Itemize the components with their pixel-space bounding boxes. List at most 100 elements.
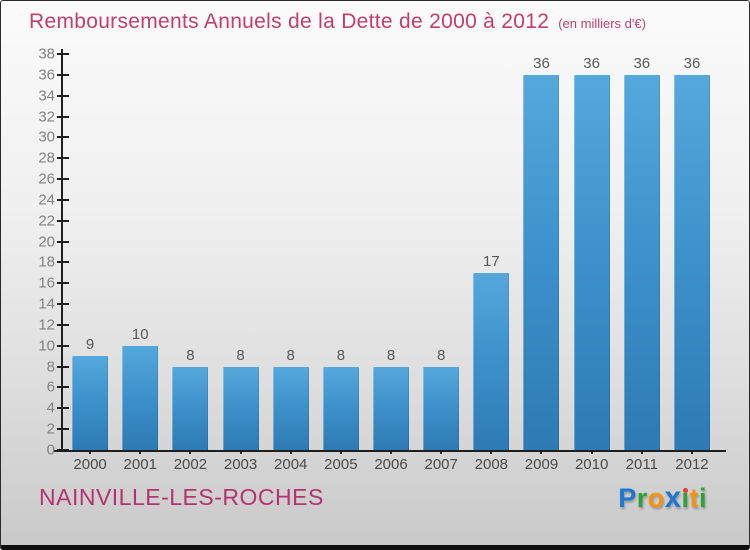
bar	[172, 366, 209, 450]
logo-letter-dot	[682, 488, 688, 493]
y-tick-label: 10	[38, 337, 55, 355]
bar	[322, 366, 359, 450]
bar-slot: 17 2008	[466, 54, 516, 472]
x-tick-label: 2009	[524, 456, 559, 473]
logo-letter: r	[636, 483, 648, 513]
bar-value-label: 8	[186, 346, 195, 364]
bar-value-label: 36	[633, 54, 651, 72]
bar-value-label: 36	[533, 54, 550, 72]
y-tick	[57, 219, 69, 222]
bars-container: 9 2000 10 2001 8 2002 8 2003 8 2004 8 2005 8 2006 8 200…	[65, 54, 717, 472]
x-tick-label: 2005	[324, 456, 358, 473]
y-tick-label: 22	[38, 212, 55, 230]
bar-value-label: 8	[437, 346, 446, 364]
x-tick-label: 2003	[223, 456, 258, 473]
bar-slot: 36 2010	[567, 54, 617, 472]
y-tick-label: 14	[38, 295, 55, 313]
x-tick	[89, 450, 92, 454]
logo-letter: x	[664, 482, 682, 514]
y-tick	[57, 136, 69, 139]
footer: NAINVILLE-LES-ROCHES Proxı ti	[39, 482, 707, 514]
bar-value-label: 8	[386, 346, 396, 364]
bar-slot: 8 2007	[416, 54, 466, 472]
bar	[523, 74, 560, 450]
bar-value-label: 36	[683, 54, 701, 72]
y-tick	[57, 115, 69, 118]
y-tick	[57, 94, 69, 97]
y-tick-label: 18	[38, 253, 55, 271]
bar	[673, 74, 710, 450]
x-tick-label: 2004	[274, 456, 308, 473]
x-tick-label: 2008	[474, 456, 509, 473]
x-tick	[690, 450, 693, 454]
chart-subtitle: (en milliers d'€)	[558, 16, 646, 31]
y-tick	[57, 428, 69, 431]
bar-value-label: 17	[482, 252, 500, 270]
y-tick	[57, 157, 69, 160]
x-tick	[490, 450, 493, 454]
bar-value-label: 8	[286, 346, 295, 364]
bar	[423, 366, 460, 450]
x-tick	[339, 450, 342, 454]
y-tick-label: 24	[38, 191, 55, 209]
bar-slot: 8 2002	[165, 54, 215, 472]
logo-letter: ı	[681, 483, 690, 513]
bar	[272, 366, 309, 450]
x-tick-label: 2010	[574, 456, 609, 473]
x-axis-line	[54, 450, 726, 452]
bar	[122, 345, 159, 450]
x-tick-label: 2000	[73, 456, 107, 473]
bar-slot: 9 2000	[65, 54, 115, 472]
y-tick	[57, 73, 69, 76]
y-tick-label: 38	[38, 45, 55, 63]
y-tick-label: 20	[38, 233, 55, 251]
y-tick	[57, 386, 69, 389]
bar	[473, 272, 510, 450]
y-axis-line	[61, 49, 63, 450]
y-tick	[57, 261, 69, 264]
y-tick	[57, 282, 69, 285]
y-tick	[57, 365, 69, 368]
y-tick-label: 16	[38, 274, 55, 292]
y-tick-label: 30	[38, 128, 55, 146]
x-tick-label: 2012	[675, 456, 709, 473]
y-tick	[57, 303, 69, 306]
bar-value-label: 8	[336, 346, 346, 364]
logo-letter: i	[698, 483, 707, 513]
x-tick	[640, 450, 643, 454]
x-tick	[540, 450, 543, 454]
chart-header: Remboursements Annuels de la Dette de 20…	[29, 10, 646, 34]
y-tick-label: 2	[46, 420, 55, 438]
bar	[573, 74, 610, 450]
y-tick	[57, 344, 69, 347]
chart-title: Remboursements Annuels de la Dette de 20…	[29, 10, 550, 33]
x-tick	[590, 450, 593, 454]
x-tick	[239, 450, 242, 454]
y-tick-label: 32	[38, 108, 55, 126]
bar-value-label: 36	[583, 54, 600, 72]
bar-slot: 10 2001	[115, 54, 165, 472]
bar	[373, 366, 410, 450]
bar-slot: 8 2003	[215, 54, 265, 472]
proxiti-logo: Proxı ti	[618, 482, 707, 514]
y-tick	[57, 240, 69, 243]
y-tick-label: 36	[38, 66, 55, 84]
bar-slot: 36 2009	[516, 54, 566, 472]
x-tick-label: 2007	[424, 456, 458, 473]
bar-slot: 36 2011	[617, 54, 667, 472]
y-tick	[57, 407, 69, 410]
logo-letter: P	[618, 483, 637, 513]
bar-slot: 8 2006	[366, 54, 416, 472]
bar	[623, 74, 660, 450]
commune-name: NAINVILLE-LES-ROCHES	[39, 484, 324, 510]
y-tick-label: 28	[38, 149, 55, 167]
bar-slot: 8 2005	[316, 54, 366, 472]
y-tick-label: 34	[38, 87, 55, 105]
y-tick	[57, 198, 69, 201]
y-tick-label: 0	[46, 441, 55, 459]
y-tick	[57, 178, 69, 181]
bar	[222, 366, 259, 450]
x-tick	[139, 450, 142, 454]
y-tick	[57, 323, 69, 326]
